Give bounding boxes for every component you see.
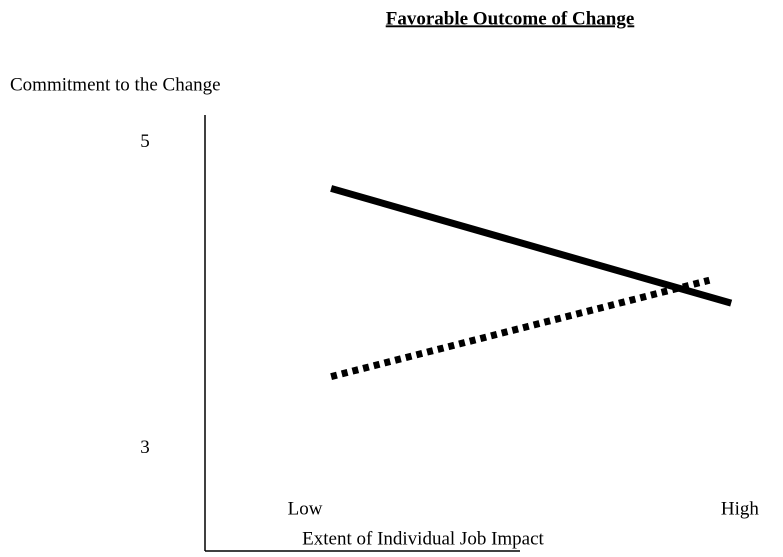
y-tick-label: 3 — [140, 437, 150, 458]
y-axis-label: Commitment to the Change — [10, 74, 221, 95]
y-tick-label: 5 — [140, 131, 150, 152]
series-line — [330, 276, 711, 380]
x-tick-label: Low — [288, 498, 323, 519]
x-tick-label: High — [721, 498, 760, 519]
series-line — [330, 185, 733, 307]
x-axis-label: Extent of Individual Job Impact — [302, 528, 544, 549]
chart-title: Favorable Outcome of Change — [386, 8, 635, 29]
